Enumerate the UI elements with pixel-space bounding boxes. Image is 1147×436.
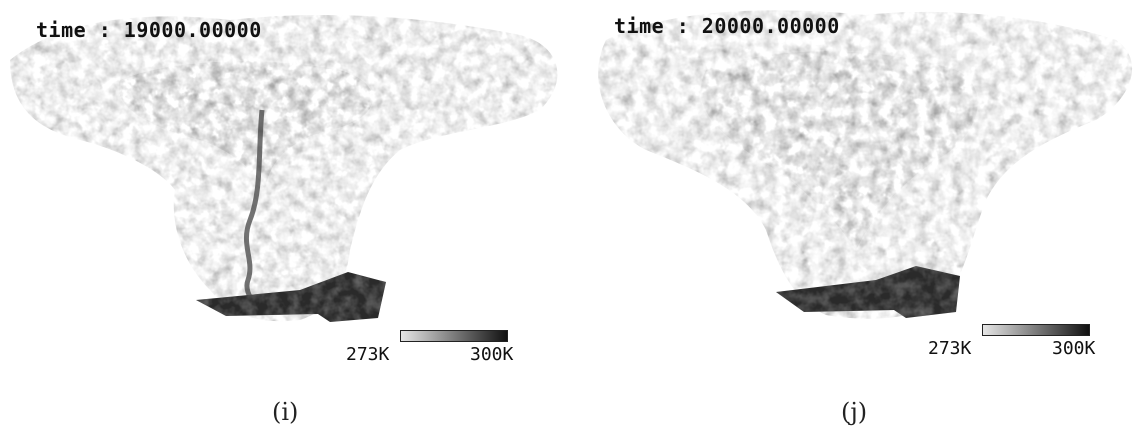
time-readout: time : 20000.00000 <box>614 14 840 38</box>
colorbar-max-label: 300K <box>1052 338 1096 359</box>
colorbar-max-label: 300K <box>470 344 514 365</box>
colorbar-min-label: 273K <box>928 338 972 359</box>
panel-caption-i: (i) <box>272 398 299 426</box>
time-readout: time : 19000.00000 <box>36 18 262 42</box>
heat-source-block <box>196 272 386 322</box>
plume-column <box>244 109 265 310</box>
colorbar-min-label: 273K <box>346 344 390 365</box>
colorbar-gradient <box>982 324 1090 336</box>
colorbar-gradient <box>400 330 508 342</box>
simulation-panel-i: time : 19000.00000 273K 300K <box>0 0 575 380</box>
plume-rendering <box>10 15 558 322</box>
plume-cloud <box>10 15 558 322</box>
heat-source-block <box>776 266 960 318</box>
simulation-panel-j: time : 20000.00000 273K 300K <box>576 0 1147 380</box>
panel-caption-j: (j) <box>841 398 868 426</box>
plume-rendering <box>598 10 1133 319</box>
plume-cloud <box>598 10 1133 319</box>
